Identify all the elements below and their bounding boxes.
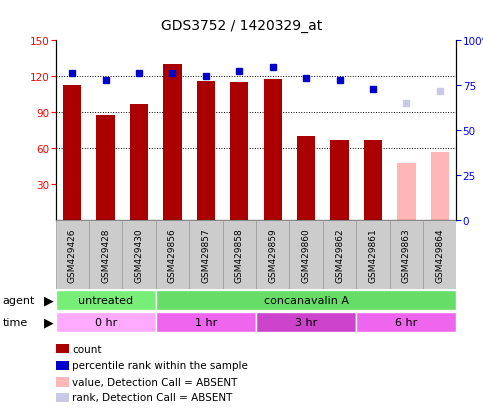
Text: GSM429428: GSM429428 — [101, 228, 110, 282]
Bar — [63, 85, 82, 221]
Bar — [430, 153, 449, 221]
Bar — [297, 137, 315, 221]
Text: agent: agent — [2, 296, 35, 306]
Bar — [397, 164, 415, 221]
Bar — [356, 221, 390, 289]
Bar — [356, 312, 456, 332]
Bar — [256, 312, 356, 332]
Text: value, Detection Call = ABSENT: value, Detection Call = ABSENT — [72, 377, 238, 387]
Text: GSM429856: GSM429856 — [168, 228, 177, 282]
Bar — [289, 221, 323, 289]
Bar — [89, 221, 122, 289]
Bar — [122, 221, 156, 289]
Bar — [364, 141, 382, 221]
Bar — [56, 221, 89, 289]
Text: ▶: ▶ — [44, 316, 54, 329]
Bar — [197, 82, 215, 221]
Text: time: time — [2, 318, 28, 328]
Text: GSM429857: GSM429857 — [201, 228, 211, 282]
Text: GSM429864: GSM429864 — [435, 228, 444, 282]
Text: GSM429860: GSM429860 — [301, 228, 311, 282]
Bar — [223, 221, 256, 289]
Bar — [323, 221, 356, 289]
Text: GSM429859: GSM429859 — [268, 228, 277, 282]
Bar — [156, 290, 456, 310]
Bar — [423, 221, 456, 289]
Text: GDS3752 / 1420329_at: GDS3752 / 1420329_at — [161, 19, 322, 33]
Bar — [97, 116, 115, 221]
Bar — [163, 65, 182, 221]
Text: concanavalin A: concanavalin A — [264, 295, 349, 305]
Text: GSM429858: GSM429858 — [235, 228, 244, 282]
Text: GSM429862: GSM429862 — [335, 228, 344, 282]
Text: untreated: untreated — [78, 295, 133, 305]
Text: GSM429863: GSM429863 — [402, 228, 411, 282]
Text: 1 hr: 1 hr — [195, 317, 217, 327]
Bar — [156, 312, 256, 332]
Bar — [330, 141, 349, 221]
Text: ▶: ▶ — [44, 294, 54, 307]
Text: GSM429861: GSM429861 — [369, 228, 377, 282]
Text: count: count — [72, 344, 102, 354]
Bar — [390, 221, 423, 289]
Text: 6 hr: 6 hr — [395, 317, 417, 327]
Text: percentile rank within the sample: percentile rank within the sample — [72, 361, 248, 370]
Text: 0 hr: 0 hr — [95, 317, 117, 327]
Text: 3 hr: 3 hr — [295, 317, 317, 327]
Bar — [264, 80, 282, 221]
Bar — [130, 105, 148, 221]
Bar — [56, 312, 156, 332]
Text: GSM429430: GSM429430 — [135, 228, 143, 282]
Text: GSM429426: GSM429426 — [68, 228, 77, 282]
Bar — [189, 221, 223, 289]
Text: rank, Detection Call = ABSENT: rank, Detection Call = ABSENT — [72, 392, 233, 402]
Bar — [230, 83, 248, 221]
Bar — [256, 221, 289, 289]
Bar — [56, 290, 156, 310]
Bar — [156, 221, 189, 289]
